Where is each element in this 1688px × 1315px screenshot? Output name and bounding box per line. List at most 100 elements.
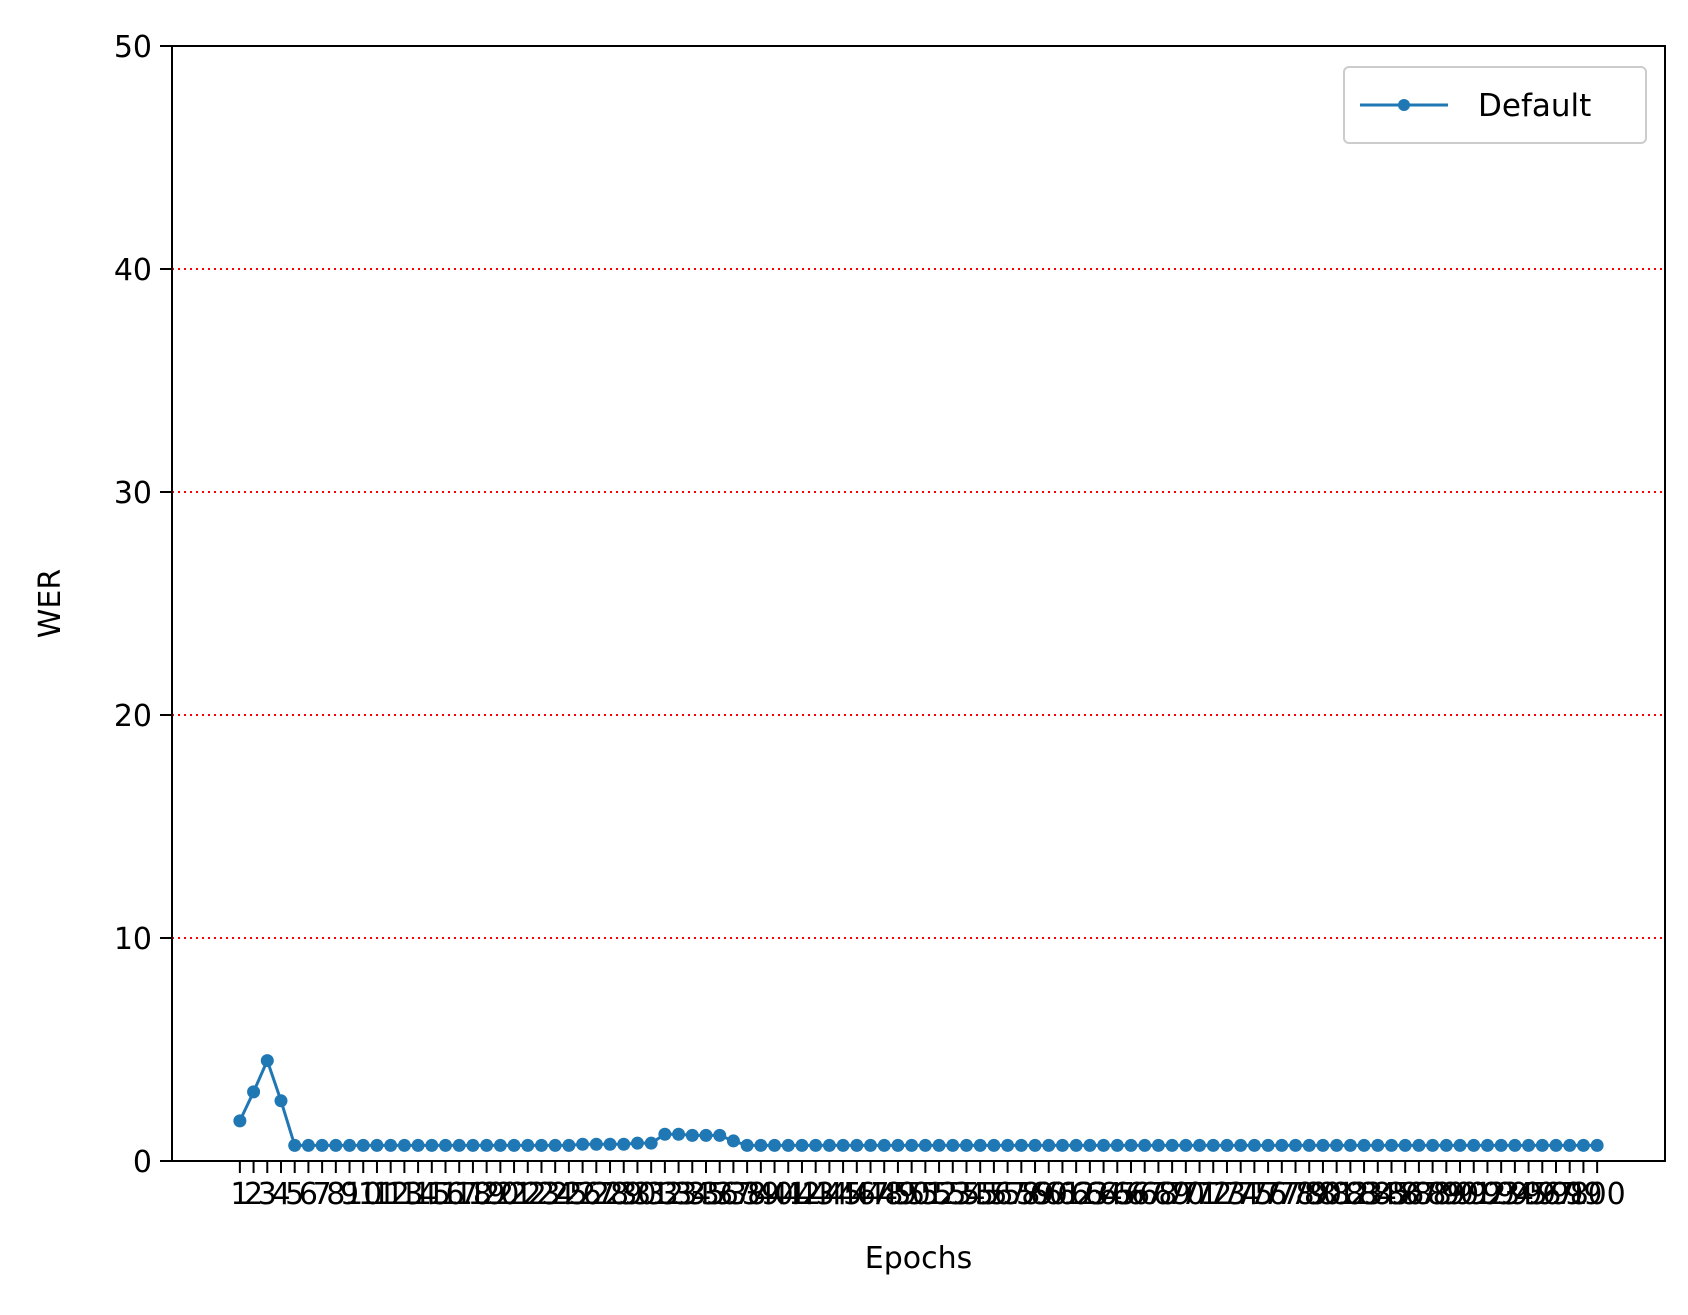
x-tick-label-96: 96 <box>1523 1177 1561 1212</box>
x-tick-label-29: 29 <box>605 1177 643 1212</box>
data-point <box>1138 1138 1152 1152</box>
data-point <box>1535 1138 1549 1152</box>
x-tick-label-13: 13 <box>385 1177 423 1212</box>
data-point <box>1069 1138 1083 1152</box>
series-layer <box>233 1054 1604 1152</box>
data-point <box>973 1138 987 1152</box>
y-tick-label-20: 20 <box>114 699 152 734</box>
data-point <box>397 1138 411 1152</box>
data-point <box>795 1138 809 1152</box>
data-point <box>1453 1138 1467 1152</box>
x-tick-label-19: 19 <box>468 1177 506 1212</box>
legend: Default <box>1343 66 1647 144</box>
x-tick-label-90: 90 <box>1441 1177 1479 1212</box>
data-point <box>905 1138 919 1152</box>
data-point <box>1371 1138 1385 1152</box>
x-tick-label-40: 40 <box>755 1177 793 1212</box>
data-point <box>1001 1138 1015 1152</box>
data-point <box>658 1127 672 1141</box>
data-point <box>1549 1138 1563 1152</box>
data-point <box>1576 1138 1590 1152</box>
x-tick-label-68: 68 <box>1139 1177 1177 1212</box>
data-point <box>685 1128 699 1142</box>
x-tick-label-65: 65 <box>1098 1177 1136 1212</box>
data-point <box>356 1138 370 1152</box>
data-point <box>439 1138 453 1152</box>
data-point <box>1247 1138 1261 1152</box>
data-point <box>521 1138 535 1152</box>
data-point <box>1302 1138 1316 1152</box>
x-tick-label-61: 61 <box>1043 1177 1081 1212</box>
x-tick-label-47: 47 <box>851 1177 889 1212</box>
x-tick-label-43: 43 <box>797 1177 835 1212</box>
x-tick-label-48: 48 <box>865 1177 903 1212</box>
y-axis-title: WER <box>33 569 68 638</box>
x-tick-label-92: 92 <box>1468 1177 1506 1212</box>
x-tick-label-6: 6 <box>299 1177 318 1212</box>
data-point <box>1028 1138 1042 1152</box>
data-point <box>247 1085 261 1099</box>
legend-marker-swatch <box>1398 99 1410 111</box>
x-tick-label-7: 7 <box>313 1177 332 1212</box>
x-tick-label-11: 11 <box>358 1177 396 1212</box>
x-tick-label-37: 37 <box>714 1177 752 1212</box>
x-tick-label-45: 45 <box>824 1177 862 1212</box>
x-tick-label-89: 89 <box>1427 1177 1465 1212</box>
x-tick-label-34: 34 <box>673 1177 711 1212</box>
x-tick-label-2: 2 <box>244 1177 263 1212</box>
y-tick-label-0: 0 <box>133 1145 152 1180</box>
x-tick-label-59: 59 <box>1016 1177 1054 1212</box>
x-tick-label-44: 44 <box>810 1177 848 1212</box>
data-point <box>1289 1138 1303 1152</box>
data-point <box>726 1134 740 1148</box>
data-point <box>644 1136 658 1150</box>
x-tick-label-17: 17 <box>440 1177 478 1212</box>
data-point <box>836 1138 850 1152</box>
x-tick-label-55: 55 <box>961 1177 999 1212</box>
data-point <box>1083 1138 1097 1152</box>
x-tick-label-63: 63 <box>1071 1177 1109 1212</box>
data-point <box>466 1138 480 1152</box>
x-tick-label-16: 16 <box>426 1177 464 1212</box>
data-point <box>1179 1138 1193 1152</box>
data-point <box>329 1138 343 1152</box>
data-point <box>274 1094 288 1108</box>
data-point <box>877 1138 891 1152</box>
x-tick-label-80: 80 <box>1304 1177 1342 1212</box>
data-point <box>1426 1138 1440 1152</box>
y-tick-label-50: 50 <box>114 30 152 65</box>
data-point <box>315 1138 329 1152</box>
x-tick-label-51: 51 <box>906 1177 944 1212</box>
x-tick-label-18: 18 <box>454 1177 492 1212</box>
data-point <box>1439 1138 1453 1152</box>
data-point <box>1261 1138 1275 1152</box>
series-line-default <box>238 1059 1598 1147</box>
data-point <box>548 1138 562 1152</box>
x-tick-label-30: 30 <box>618 1177 656 1212</box>
x-tick-label-91: 91 <box>1455 1177 1493 1212</box>
data-point <box>822 1138 836 1152</box>
x-tick-label-54: 54 <box>947 1177 985 1212</box>
x-tick-label-70: 70 <box>1167 1177 1205 1212</box>
x-tick-label-38: 38 <box>728 1177 766 1212</box>
x-tick-label-22: 22 <box>509 1177 547 1212</box>
x-tick-label-100: 100 <box>1569 1177 1626 1212</box>
data-point <box>699 1128 713 1142</box>
data-point <box>1165 1138 1179 1152</box>
x-axis-title: Epochs <box>865 1241 973 1276</box>
x-tick-label-82: 82 <box>1331 1177 1369 1212</box>
x-tick-label-21: 21 <box>495 1177 533 1212</box>
x-tick-label-27: 27 <box>577 1177 615 1212</box>
data-point <box>1522 1138 1536 1152</box>
data-point <box>301 1138 315 1152</box>
data-point <box>1563 1138 1577 1152</box>
data-point <box>713 1128 727 1142</box>
data-point <box>411 1138 425 1152</box>
x-tick-label-94: 94 <box>1496 1177 1534 1212</box>
data-point <box>1055 1138 1069 1152</box>
data-point <box>480 1138 494 1152</box>
x-tick-label-56: 56 <box>975 1177 1013 1212</box>
data-point <box>1412 1138 1426 1152</box>
data-point <box>1357 1138 1371 1152</box>
data-point <box>603 1137 617 1151</box>
